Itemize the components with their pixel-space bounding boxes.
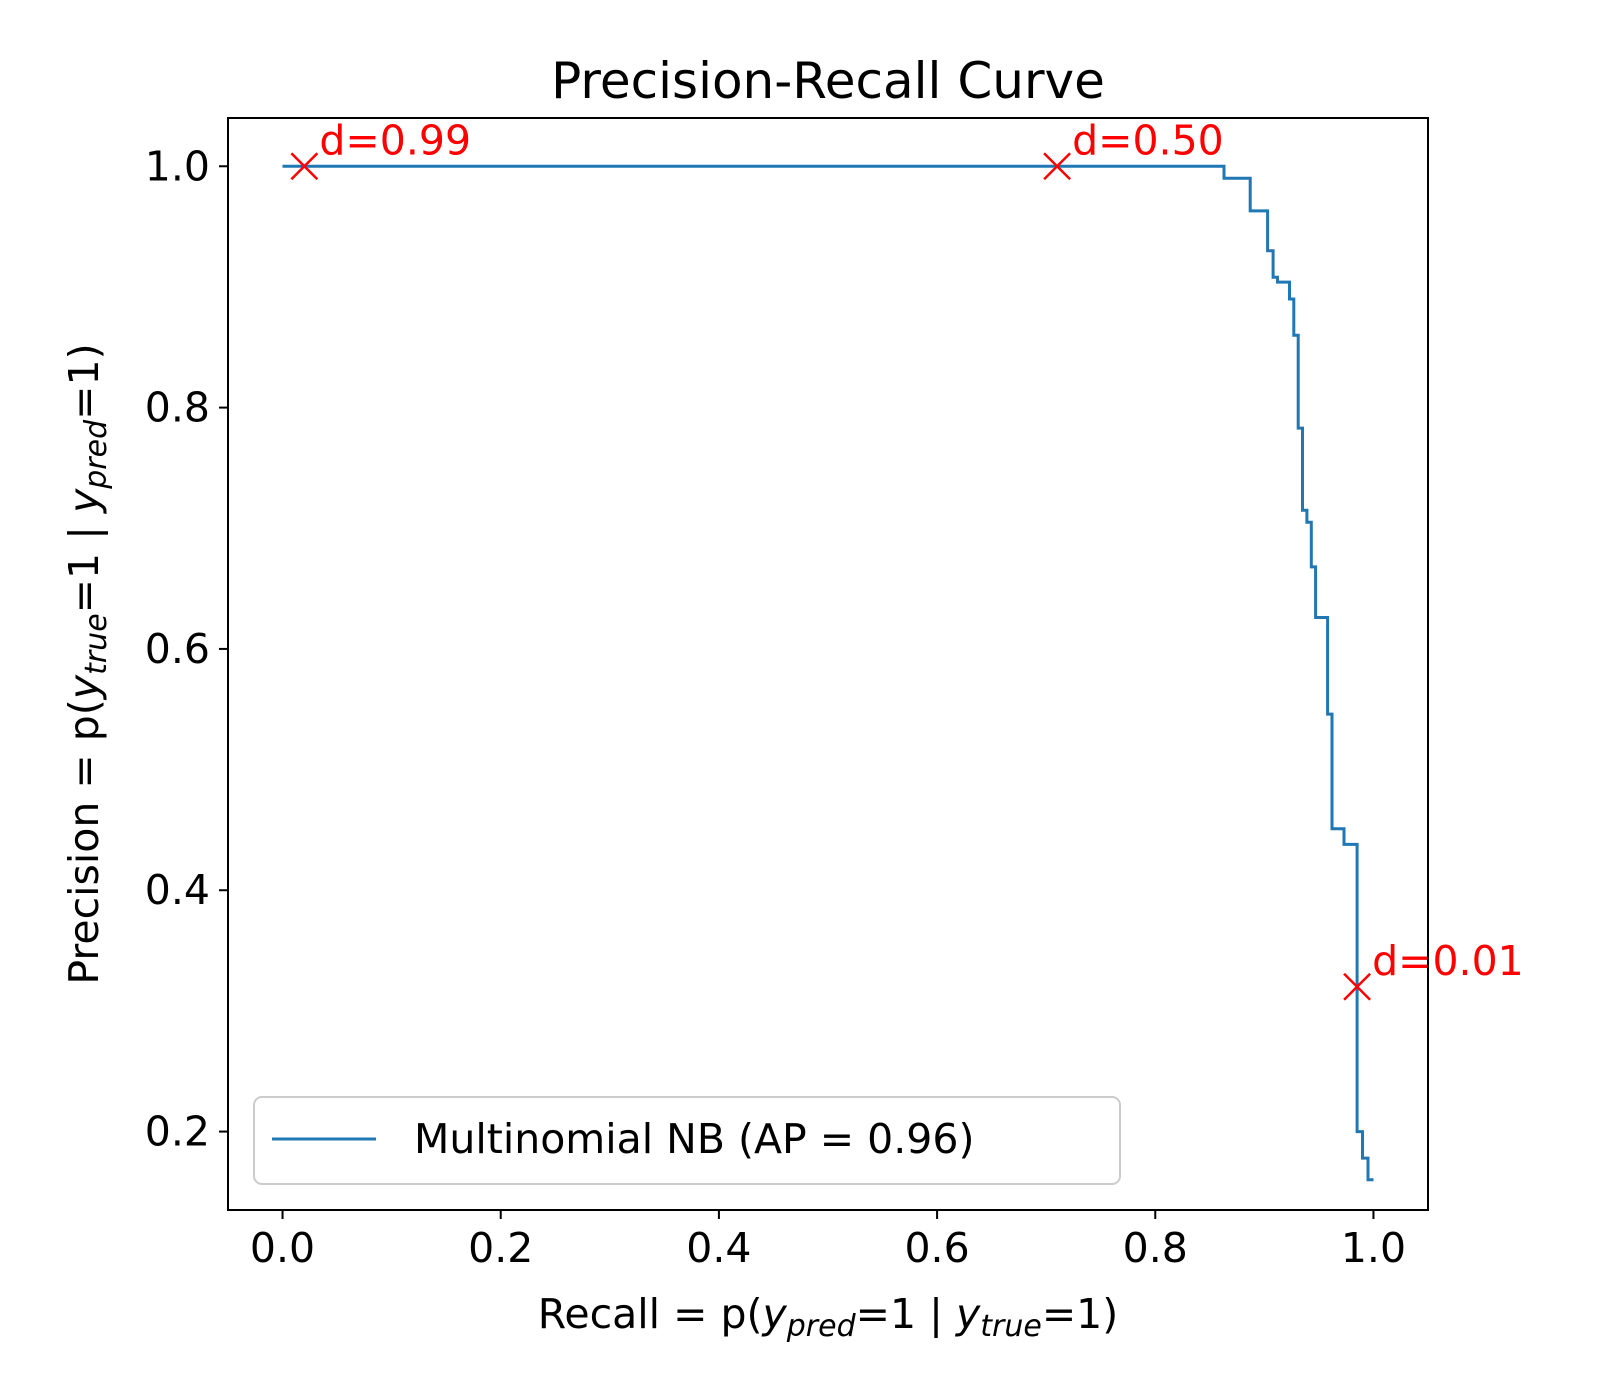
threshold-label-0: d=0.99 xyxy=(319,116,471,164)
plot-area xyxy=(228,118,1428,1210)
threshold-label-1: d=0.50 xyxy=(1072,116,1224,164)
series-layer xyxy=(282,164,1374,1182)
legend-entry-label: Multinomial NB (AP = 0.96) xyxy=(414,1115,974,1163)
plot-frame xyxy=(227,117,1429,1211)
legend: Multinomial NB (AP = 0.96) xyxy=(253,1096,1121,1185)
y-axis-label: Precision = p(ytrue=1 | ypred=1) xyxy=(60,343,114,984)
y-tick-label: 0.8 xyxy=(145,384,210,432)
x-tick-label: 0.2 xyxy=(468,1224,533,1272)
y-tick-label: 0.4 xyxy=(145,866,210,914)
x-axis-ticks: 0.0 0.2 0.4 0.6 0.8 1.0 xyxy=(250,1210,1406,1272)
y-tick-label: 0.2 xyxy=(145,1108,210,1156)
chart-title: Precision-Recall Curve xyxy=(551,52,1105,110)
x-tick-label: 0.8 xyxy=(1123,1224,1188,1272)
threshold-marker-2 xyxy=(1343,972,1371,1001)
threshold-label-2: d=0.01 xyxy=(1372,937,1524,985)
y-tick-label: 0.6 xyxy=(145,625,210,673)
x-tick-label: 1.0 xyxy=(1341,1224,1406,1272)
x-tick-label: 0.6 xyxy=(904,1224,969,1272)
x-tick-label: 0.4 xyxy=(686,1224,751,1272)
x-axis-label: Recall = p(ypred=1 | ytrue=1) xyxy=(538,1290,1119,1344)
annotation-layer: d=0.99 d=0.50 d=0.01 xyxy=(290,116,1524,1001)
y-axis-ticks: 0.2 0.4 0.6 0.8 1.0 xyxy=(145,142,228,1156)
legend-frame xyxy=(253,1096,1121,1185)
series-line-0 xyxy=(282,164,1374,1182)
threshold-marker-1 xyxy=(1043,152,1071,181)
threshold-marker-0 xyxy=(290,152,319,181)
y-tick-label: 1.0 xyxy=(145,142,210,190)
x-tick-label: 0.0 xyxy=(250,1224,315,1272)
